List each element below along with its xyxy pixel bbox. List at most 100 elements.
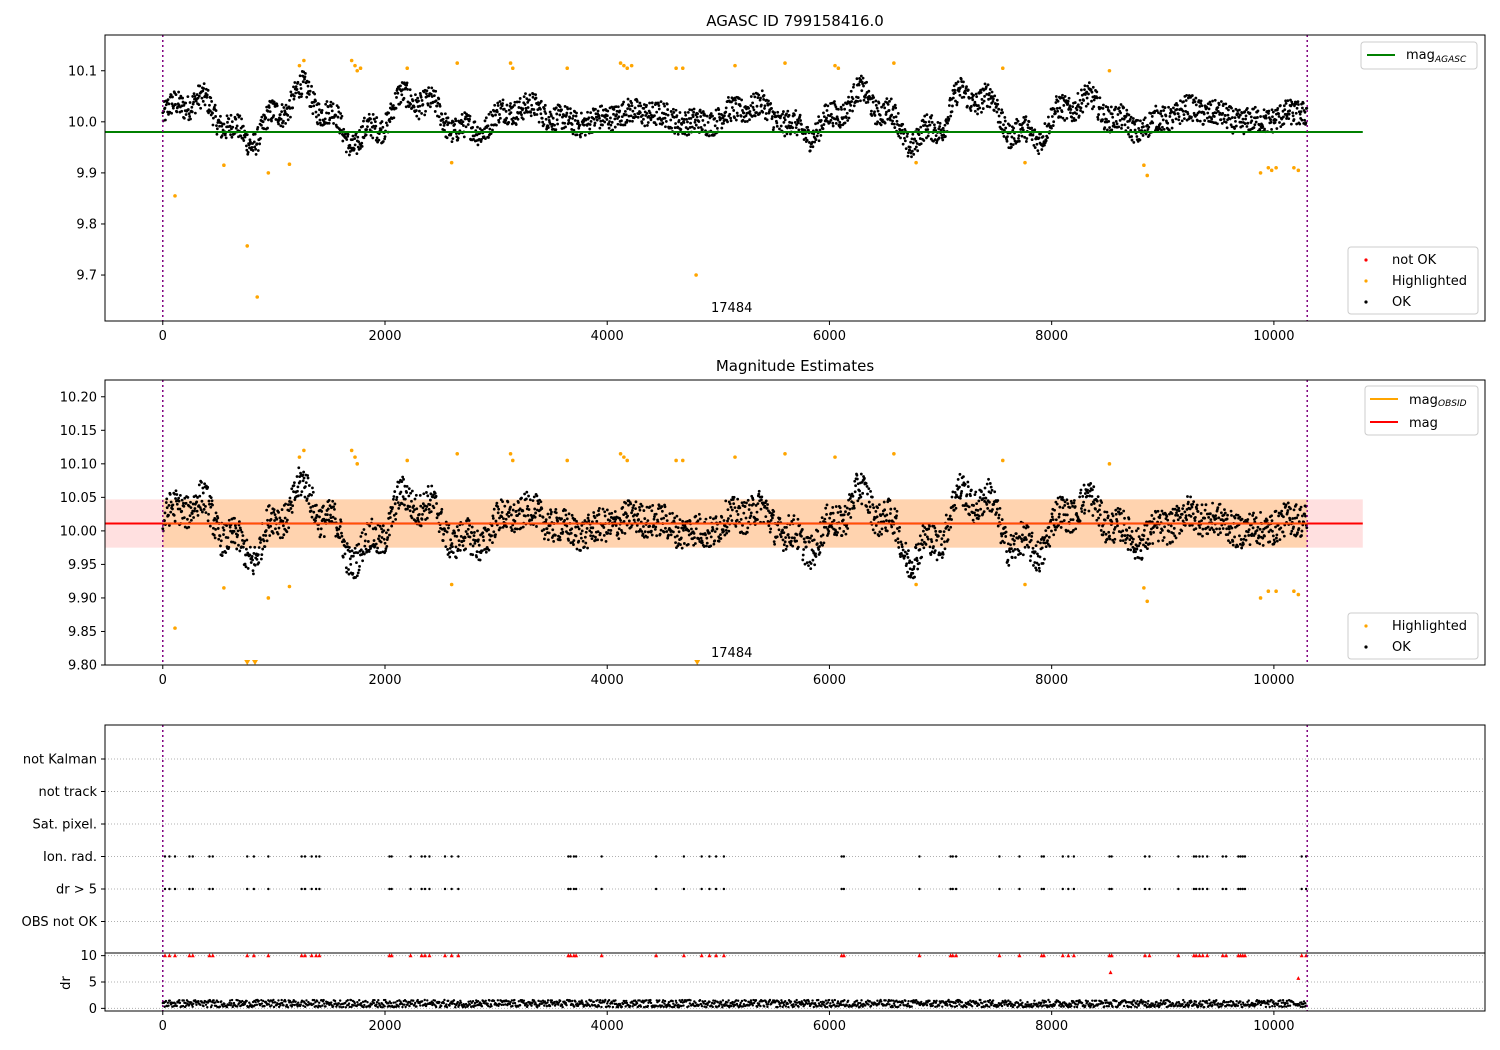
magnitude-ok-point xyxy=(1044,529,1048,533)
magnitude-ok-point xyxy=(754,504,758,507)
magnitude-ok-point xyxy=(598,531,602,535)
magnitude-ok-point xyxy=(690,527,693,531)
agasc-ok-point xyxy=(259,123,263,127)
magnitude-ok-point xyxy=(237,520,241,524)
magnitude-ok-point xyxy=(769,518,773,522)
agasc-ok-point xyxy=(1271,115,1274,119)
agasc-ok-point xyxy=(836,118,840,122)
magnitude-ok-point xyxy=(453,531,457,535)
magnitude-ok-point xyxy=(740,501,744,505)
magnitude-ok-point xyxy=(268,534,272,537)
magnitude-ok-point xyxy=(847,498,850,502)
agasc-ok-point xyxy=(1282,115,1285,119)
magnitude-ok-point xyxy=(245,547,248,551)
agasc-ok-point xyxy=(312,104,316,108)
agasc-ok-point xyxy=(266,109,270,113)
agasc-ok-point xyxy=(703,123,707,127)
agasc-ok-point xyxy=(741,118,745,122)
agasc-ok-point xyxy=(1149,111,1153,115)
agasc-ok-point xyxy=(904,147,908,151)
agasc-ok-point xyxy=(693,127,696,130)
magnitude-ok-point xyxy=(263,545,267,549)
agasc-ok-point xyxy=(732,109,736,112)
agasc-ok-point xyxy=(1206,111,1210,115)
agasc-ok-point xyxy=(641,113,644,117)
magnitude-ok-point xyxy=(424,508,428,511)
agasc-ok-point xyxy=(645,112,649,115)
magnitude-ok-point xyxy=(261,547,265,551)
agasc-ok-point xyxy=(324,102,328,106)
magnitude-ok-point xyxy=(867,500,871,504)
agasc-ok-point xyxy=(608,120,611,123)
agasc-ok-point xyxy=(434,99,438,103)
agasc-ok-point xyxy=(1270,108,1274,112)
magnitude-ok-point xyxy=(769,527,773,531)
magnitude-ok-point xyxy=(838,526,842,530)
agasc-ok-point xyxy=(215,132,219,136)
agasc-ok-point xyxy=(847,95,850,99)
agasc-ok-point xyxy=(1144,132,1148,136)
agasc-ok-point xyxy=(493,103,497,107)
agasc-ok-point xyxy=(1050,126,1053,130)
agasc-ok-point xyxy=(589,111,593,115)
agasc-highlighted-point xyxy=(255,295,260,299)
agasc-ok-point xyxy=(1129,115,1133,119)
agasc-ok-point xyxy=(211,123,215,127)
agasc-ok-point xyxy=(966,104,969,108)
agasc-ok-point xyxy=(368,128,372,132)
magnitude-ok-point xyxy=(548,524,552,527)
magnitude-ok-point xyxy=(975,502,979,506)
magnitude-ok-point xyxy=(853,479,857,483)
agasc-ok-point xyxy=(222,122,226,126)
magnitude-ok-point xyxy=(1028,532,1031,536)
agasc-ok-point xyxy=(375,116,379,119)
agasc-ok-point xyxy=(756,96,760,100)
agasc-ok-point xyxy=(532,92,535,96)
magnitude-ok-point xyxy=(290,510,294,514)
magnitude-ok-point xyxy=(416,518,420,522)
agasc-ok-point xyxy=(922,139,926,142)
magnitude-ok-point xyxy=(1098,508,1101,512)
magnitude-ok-point xyxy=(660,505,664,508)
magnitude-ok-point xyxy=(852,504,856,508)
magnitude-ok-point xyxy=(832,519,836,522)
agasc-ok-point xyxy=(708,134,711,138)
agasc-ok-point xyxy=(910,155,913,159)
agasc-ok-point xyxy=(254,147,258,151)
agasc-ok-point xyxy=(684,113,688,117)
magnitude-ok-point xyxy=(216,527,220,530)
magnitude-ok-point xyxy=(771,516,774,520)
magnitude-ok-point xyxy=(613,520,617,524)
agasc-ok-point xyxy=(496,104,500,107)
magnitude-ok-point xyxy=(610,511,614,515)
agasc-ok-point xyxy=(1138,138,1142,142)
agasc-ok-point xyxy=(885,110,888,114)
magnitude-ok-point xyxy=(793,536,796,540)
agasc-ok-point xyxy=(201,99,205,103)
magnitude-ok-point xyxy=(435,516,439,520)
agasc-ok-point xyxy=(766,103,770,107)
agasc-ok-point xyxy=(995,104,998,108)
magnitude-ok-point xyxy=(674,525,678,529)
agasc-ok-point xyxy=(600,104,604,108)
magnitude-ok-point xyxy=(782,543,786,547)
agasc-ok-point xyxy=(486,124,490,128)
magnitude-ok-point xyxy=(1004,530,1008,534)
agasc-ok-point xyxy=(395,96,398,99)
agasc-ok-point xyxy=(733,116,736,120)
agasc-ok-point xyxy=(1114,119,1118,123)
magnitude-ok-point xyxy=(552,539,556,543)
magnitude-ok-point xyxy=(1161,529,1164,532)
agasc-ok-point xyxy=(416,96,420,100)
agasc-ok-point xyxy=(353,143,357,147)
legend-label-mag-agasc: mag xyxy=(1406,48,1435,63)
magnitude-ok-point xyxy=(1014,532,1018,536)
magnitude-ok-point xyxy=(284,502,287,506)
magnitude-ok-point xyxy=(296,485,300,489)
magnitude-ok-point xyxy=(890,525,894,529)
agasc-ok-point xyxy=(1086,102,1090,106)
agasc-ok-point xyxy=(564,125,567,129)
magnitude-ok-point xyxy=(1098,513,1102,517)
agasc-xtick-label: 0 xyxy=(159,329,167,344)
magnitude-ok-point xyxy=(343,552,347,556)
